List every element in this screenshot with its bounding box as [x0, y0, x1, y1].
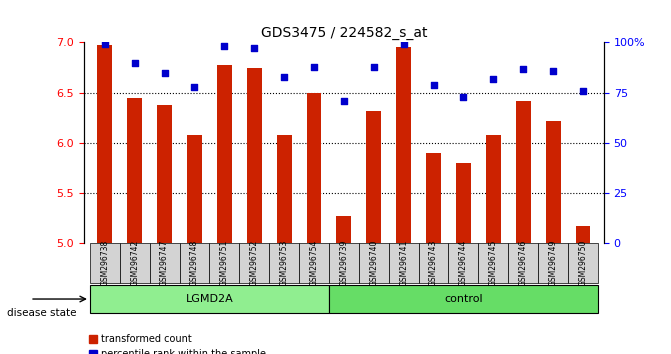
FancyBboxPatch shape: [299, 243, 329, 283]
Point: [278, 74, 289, 79]
Bar: [276, 135, 292, 243]
Text: GSM296740: GSM296740: [369, 240, 378, 286]
Text: GSM296747: GSM296747: [160, 240, 169, 286]
Legend: transformed count, percentile rank within the sample: transformed count, percentile rank withi…: [85, 331, 270, 354]
Point: [428, 82, 439, 87]
Point: [339, 98, 350, 103]
Text: GSM296739: GSM296739: [340, 240, 348, 286]
FancyBboxPatch shape: [90, 243, 119, 283]
FancyBboxPatch shape: [150, 243, 180, 283]
Point: [488, 76, 499, 81]
FancyBboxPatch shape: [269, 243, 299, 283]
Text: GSM296741: GSM296741: [399, 240, 408, 286]
FancyBboxPatch shape: [329, 243, 359, 283]
FancyBboxPatch shape: [359, 243, 389, 283]
Text: GSM296750: GSM296750: [578, 240, 588, 286]
Point: [189, 84, 200, 90]
Bar: [516, 101, 531, 243]
Text: GSM296753: GSM296753: [280, 240, 289, 286]
Point: [578, 88, 588, 93]
Text: GSM296752: GSM296752: [250, 240, 259, 286]
FancyBboxPatch shape: [478, 243, 508, 283]
Bar: [426, 153, 441, 243]
Bar: [97, 45, 112, 243]
Point: [219, 44, 229, 49]
Text: GSM296754: GSM296754: [309, 240, 319, 286]
Bar: [396, 47, 411, 243]
Bar: [157, 105, 172, 243]
Text: disease state: disease state: [7, 308, 76, 318]
Text: GSM296749: GSM296749: [549, 240, 558, 286]
Text: GSM296742: GSM296742: [130, 240, 139, 286]
Point: [99, 42, 110, 47]
Bar: [486, 135, 501, 243]
Point: [518, 66, 529, 72]
FancyBboxPatch shape: [389, 243, 419, 283]
Point: [249, 46, 260, 51]
Point: [399, 42, 409, 47]
Bar: [247, 68, 262, 243]
Point: [368, 64, 379, 69]
Bar: [127, 98, 142, 243]
Text: GSM296751: GSM296751: [220, 240, 229, 286]
Title: GDS3475 / 224582_s_at: GDS3475 / 224582_s_at: [260, 26, 427, 40]
Point: [548, 68, 558, 73]
Bar: [576, 226, 590, 243]
Bar: [307, 93, 321, 243]
Bar: [336, 216, 352, 243]
Point: [159, 70, 170, 75]
Text: GSM296744: GSM296744: [459, 240, 468, 286]
FancyBboxPatch shape: [119, 243, 150, 283]
Text: GSM296745: GSM296745: [488, 240, 498, 286]
FancyBboxPatch shape: [90, 285, 329, 313]
Bar: [217, 64, 231, 243]
FancyBboxPatch shape: [240, 243, 269, 283]
FancyBboxPatch shape: [538, 243, 568, 283]
Text: GSM296748: GSM296748: [190, 240, 199, 286]
FancyBboxPatch shape: [448, 243, 478, 283]
FancyBboxPatch shape: [568, 243, 598, 283]
Text: GSM296738: GSM296738: [100, 240, 109, 286]
Point: [309, 64, 319, 69]
FancyBboxPatch shape: [419, 243, 448, 283]
FancyBboxPatch shape: [180, 243, 209, 283]
Text: GSM296746: GSM296746: [519, 240, 527, 286]
FancyBboxPatch shape: [209, 243, 240, 283]
Bar: [456, 163, 471, 243]
FancyBboxPatch shape: [329, 285, 598, 313]
Text: GSM296743: GSM296743: [429, 240, 438, 286]
Bar: [546, 121, 560, 243]
Point: [458, 94, 469, 99]
Bar: [366, 110, 381, 243]
Text: LGMD2A: LGMD2A: [185, 294, 234, 304]
Point: [130, 60, 140, 65]
Text: control: control: [444, 294, 482, 304]
FancyBboxPatch shape: [508, 243, 538, 283]
Bar: [187, 135, 202, 243]
